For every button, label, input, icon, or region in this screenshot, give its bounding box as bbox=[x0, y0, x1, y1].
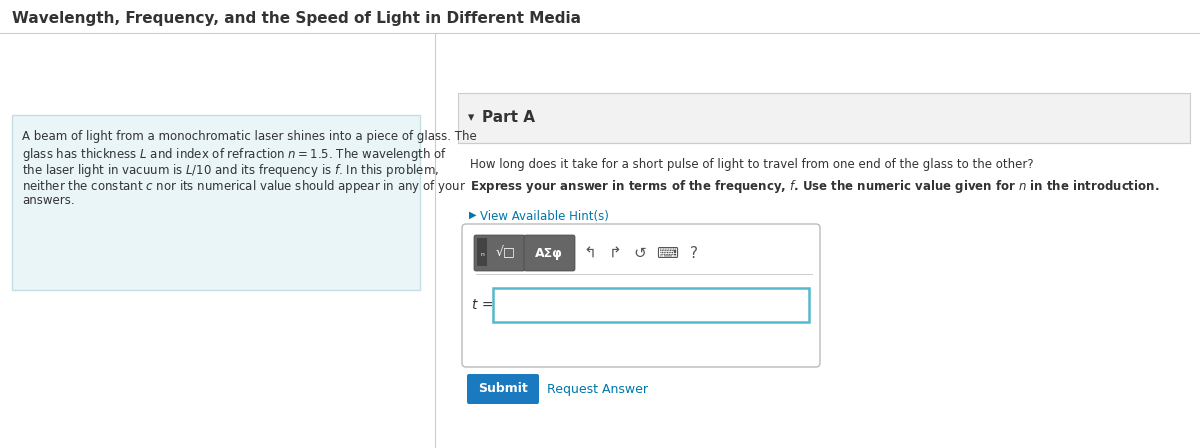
Text: ₙ: ₙ bbox=[480, 248, 484, 258]
Text: ↱: ↱ bbox=[608, 246, 622, 260]
Text: ↰: ↰ bbox=[583, 246, 596, 260]
Text: ▾: ▾ bbox=[468, 112, 474, 125]
Text: View Available Hint(s): View Available Hint(s) bbox=[480, 210, 608, 223]
Text: √□: √□ bbox=[496, 246, 516, 259]
Text: Part A: Part A bbox=[482, 111, 535, 125]
Text: ▶: ▶ bbox=[469, 210, 476, 220]
Text: ⌨: ⌨ bbox=[656, 246, 678, 260]
FancyBboxPatch shape bbox=[467, 374, 539, 404]
Text: A beam of light from a monochromatic laser shines into a piece of glass. The: A beam of light from a monochromatic las… bbox=[22, 130, 476, 143]
Text: answers.: answers. bbox=[22, 194, 74, 207]
Text: AΣφ: AΣφ bbox=[535, 246, 563, 259]
FancyBboxPatch shape bbox=[462, 224, 820, 367]
FancyBboxPatch shape bbox=[524, 235, 575, 271]
FancyBboxPatch shape bbox=[12, 115, 420, 290]
Text: Wavelength, Frequency, and the Speed of Light in Different Media: Wavelength, Frequency, and the Speed of … bbox=[12, 10, 581, 26]
FancyBboxPatch shape bbox=[458, 93, 1190, 143]
Text: glass has thickness $L$ and index of refraction $n = 1.5$. The wavelength of: glass has thickness $L$ and index of ref… bbox=[22, 146, 448, 163]
Text: Express your answer in terms of the frequency, $f$. Use the numeric value given : Express your answer in terms of the freq… bbox=[470, 178, 1159, 195]
Text: ?: ? bbox=[690, 246, 698, 260]
Text: How long does it take for a short pulse of light to travel from one end of the g: How long does it take for a short pulse … bbox=[470, 158, 1033, 171]
Text: the laser light in vacuum is $L/10$ and its frequency is $f$. In this problem,: the laser light in vacuum is $L/10$ and … bbox=[22, 162, 439, 179]
Text: ↺: ↺ bbox=[634, 246, 647, 260]
Text: Request Answer: Request Answer bbox=[547, 383, 648, 396]
FancyBboxPatch shape bbox=[493, 288, 809, 322]
Text: neither the constant $c$ nor its numerical value should appear in any of your: neither the constant $c$ nor its numeric… bbox=[22, 178, 466, 195]
FancyBboxPatch shape bbox=[474, 235, 526, 271]
Text: Submit: Submit bbox=[478, 383, 528, 396]
FancyBboxPatch shape bbox=[478, 238, 487, 266]
Text: t =: t = bbox=[472, 298, 493, 312]
